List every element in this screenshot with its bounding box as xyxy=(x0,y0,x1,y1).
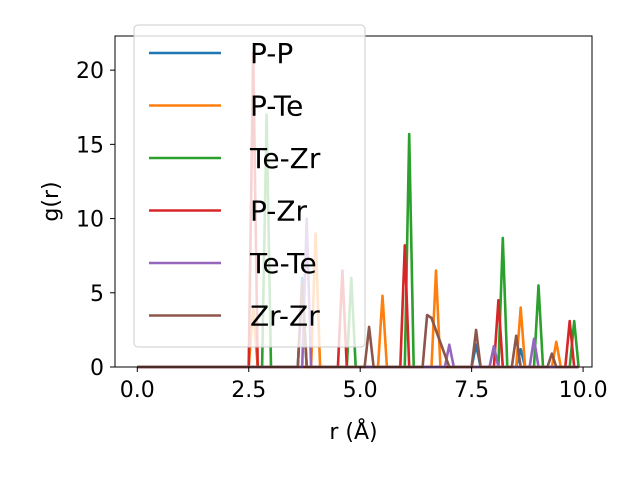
x-tick-label: 0.0 xyxy=(120,378,155,403)
legend-label: Te-Te xyxy=(249,247,317,280)
y-tick-label: 20 xyxy=(76,59,104,84)
x-tick-label: 5.0 xyxy=(343,378,378,403)
y-tick-label: 0 xyxy=(90,356,104,381)
legend-label: P-Zr xyxy=(250,195,308,228)
x-axis-label: r (Å) xyxy=(329,418,377,445)
y-tick-label: 10 xyxy=(76,208,104,233)
x-tick-label: 2.5 xyxy=(231,378,266,403)
x-axis: 0.0 2.5 5.0 7.5 10.0 xyxy=(120,367,608,403)
y-tick-label: 5 xyxy=(90,282,104,307)
legend-label: P-P xyxy=(250,37,293,70)
x-tick-label: 10.0 xyxy=(559,378,608,403)
y-axis-label: g(r) xyxy=(39,181,64,221)
legend: P-P P-Te Te-Zr P-Zr Te-Te Zr-Zr xyxy=(133,24,366,348)
legend-label: Zr-Zr xyxy=(250,300,320,333)
x-tick-label: 7.5 xyxy=(454,378,489,403)
y-tick-label: 15 xyxy=(76,133,104,158)
legend-label: Te-Zr xyxy=(249,142,321,175)
legend-label: P-Te xyxy=(250,90,303,123)
y-axis: 0 5 10 15 20 xyxy=(76,59,115,381)
